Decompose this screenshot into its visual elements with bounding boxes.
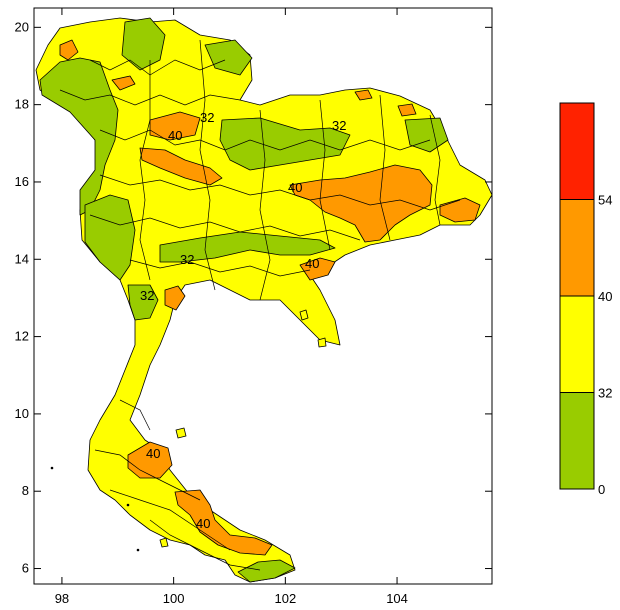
contour-label: 40 — [305, 256, 319, 271]
island — [126, 503, 130, 507]
orange-zone-far-north — [59, 39, 79, 61]
green-zone-west — [84, 194, 136, 281]
legend-colorbar: 54 40 32 0 — [559, 102, 612, 497]
boundary-line — [319, 99, 331, 251]
y-tick-label: 16 — [15, 174, 29, 189]
island — [299, 309, 309, 321]
green-zone-north-top — [121, 17, 166, 71]
contour-label: 32 — [180, 252, 194, 267]
orange-zone-north-central — [149, 111, 201, 141]
x-tick-label: 102 — [274, 591, 296, 606]
contour-label: 32 — [200, 110, 214, 125]
contour-label: 40 — [168, 128, 182, 143]
boundary-line — [109, 489, 231, 551]
legend-swatch — [559, 392, 595, 490]
y-tick-label: 10 — [15, 406, 29, 421]
orange-zone-northeast-dot1 — [354, 89, 373, 101]
legend-label: 40 — [598, 289, 612, 304]
green-zone-northeast-top — [204, 39, 253, 76]
y-tick-label: 18 — [15, 97, 29, 112]
orange-zone-east-lobe — [439, 197, 481, 223]
island — [317, 337, 327, 348]
islands — [50, 309, 327, 552]
boundary-line — [99, 129, 431, 151]
legend-swatch — [559, 199, 595, 297]
orange-zone-north-small — [111, 75, 136, 91]
boundary-line — [89, 214, 361, 241]
legend-swatch — [559, 295, 595, 393]
green-zone-west-coast — [127, 284, 159, 321]
orange-zone-northeast-dot2 — [397, 103, 417, 117]
contour-label: 40 — [196, 516, 210, 531]
boundary-line — [149, 519, 261, 571]
contour-label: 32 — [332, 118, 346, 133]
contour-label: 40 — [288, 180, 302, 195]
island — [175, 427, 187, 439]
boundary-line — [129, 259, 311, 277]
legend-label: 0 — [598, 482, 605, 497]
contour-label: 32 — [140, 288, 154, 303]
orange-zone-central-band — [139, 147, 223, 186]
y-tick-label: 12 — [15, 329, 29, 344]
legend-label: 32 — [598, 386, 612, 401]
green-zone-south-tip — [237, 559, 296, 583]
boundary-line — [139, 60, 151, 281]
boundary-line — [99, 174, 461, 211]
legend-swatch — [559, 102, 595, 200]
orange-zone-east-central — [299, 257, 336, 281]
y-tick-label: 6 — [22, 561, 29, 576]
x-tick-label: 98 — [55, 591, 69, 606]
orange-zone-south-band — [174, 489, 273, 556]
boundary-line — [259, 109, 271, 301]
green-zones — [39, 17, 449, 583]
x-tick-label: 100 — [163, 591, 185, 606]
y-tick-label: 20 — [15, 19, 29, 34]
orange-zone-west-coast — [164, 285, 186, 311]
orange-zones — [59, 39, 481, 556]
contour-label: 40 — [146, 446, 160, 461]
boundary-line — [199, 39, 216, 291]
green-zone-east — [404, 117, 449, 153]
axes: 98 100 102 104 6 8 10 12 14 16 18 20 — [15, 8, 492, 606]
x-tick-label: 104 — [386, 591, 408, 606]
boundary-line — [94, 449, 201, 501]
green-zone-central-north — [219, 117, 351, 171]
y-tick-label: 8 — [22, 483, 29, 498]
province-boundaries — [59, 39, 461, 571]
boundary-line — [59, 89, 241, 106]
legend-label: 54 — [598, 193, 612, 208]
island — [159, 537, 169, 548]
orange-zone-northeast-large — [289, 164, 433, 243]
boundary-line — [429, 114, 441, 226]
island — [136, 548, 140, 552]
island — [50, 466, 54, 470]
contour-labels: 40 32 32 40 40 32 32 40 40 — [140, 110, 346, 531]
boundary-line — [119, 399, 151, 431]
y-tick-label: 14 — [15, 251, 29, 266]
boundary-line — [379, 94, 391, 241]
